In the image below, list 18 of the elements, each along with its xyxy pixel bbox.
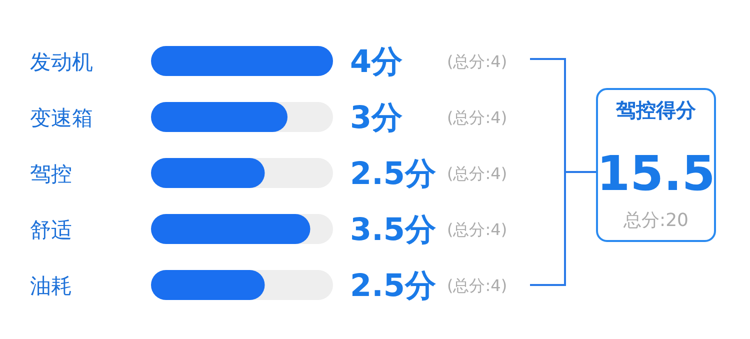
y-tick-label: 舒适 — [30, 218, 72, 242]
y-tick-label: 驾控 — [30, 162, 72, 186]
text: (总分:4) — [447, 276, 508, 295]
text: (总分:4) — [447, 108, 508, 127]
text: 总分:20 — [622, 210, 688, 231]
y-tick-label: 变速箱 — [30, 106, 93, 130]
data-label: 2.5分 — [350, 156, 436, 192]
data-label: 2.5分 — [350, 268, 436, 304]
y-tick-label: 发动机 — [30, 50, 93, 74]
data-label: 3.5分 — [350, 212, 436, 248]
data-label: 3分 — [350, 100, 403, 136]
text: (总分:4) — [447, 220, 508, 239]
y-tick-label: 油耗 — [30, 274, 72, 298]
data-label: 4分 — [350, 44, 403, 80]
text: 驾控得分 — [615, 98, 697, 122]
text: (总分:4) — [447, 52, 508, 71]
text: 15.5 — [596, 146, 716, 202]
text: (总分:4) — [447, 164, 508, 183]
